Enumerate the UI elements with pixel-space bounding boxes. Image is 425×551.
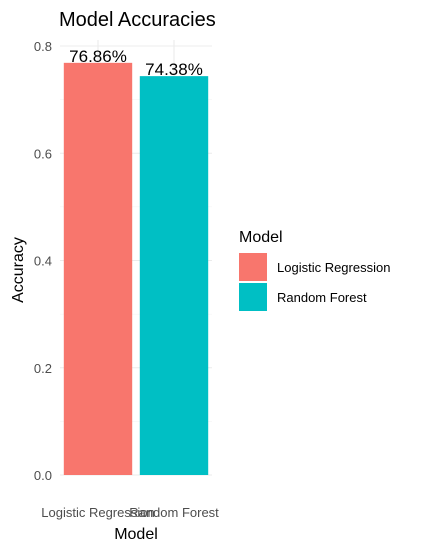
data-label: 76.86%	[69, 47, 127, 66]
legend-label: Random Forest	[277, 290, 367, 305]
chart-title: Model Accuracies	[59, 9, 216, 31]
y-tick-label: 0.8	[34, 39, 52, 54]
x-tick-label: Logistic Regression	[41, 505, 154, 520]
y-axis-title: Accuracy	[10, 237, 27, 303]
bars	[63, 62, 209, 475]
legend-key-logistic-regression	[239, 253, 267, 281]
y-tick-label: 0.4	[34, 254, 52, 269]
data-labels: 76.86% 74.38%	[69, 47, 203, 79]
legend-key-random-forest	[239, 283, 267, 311]
x-axis-title: Model	[114, 526, 158, 543]
bar-random-forest	[139, 76, 209, 475]
x-tick-label: Random Forest	[129, 505, 219, 520]
y-tick-label: 0.6	[34, 146, 52, 161]
y-axis-ticks: 0.0 0.2 0.4 0.6 0.8	[34, 39, 52, 483]
y-tick-label: 0.0	[34, 468, 52, 483]
legend: Model Logistic Regression Random Forest	[239, 229, 390, 311]
data-label: 74.38%	[145, 60, 203, 79]
legend-title: Model	[239, 229, 283, 246]
bar-logistic-regression	[63, 62, 133, 475]
y-tick-label: 0.2	[34, 361, 52, 376]
legend-label: Logistic Regression	[277, 260, 390, 275]
